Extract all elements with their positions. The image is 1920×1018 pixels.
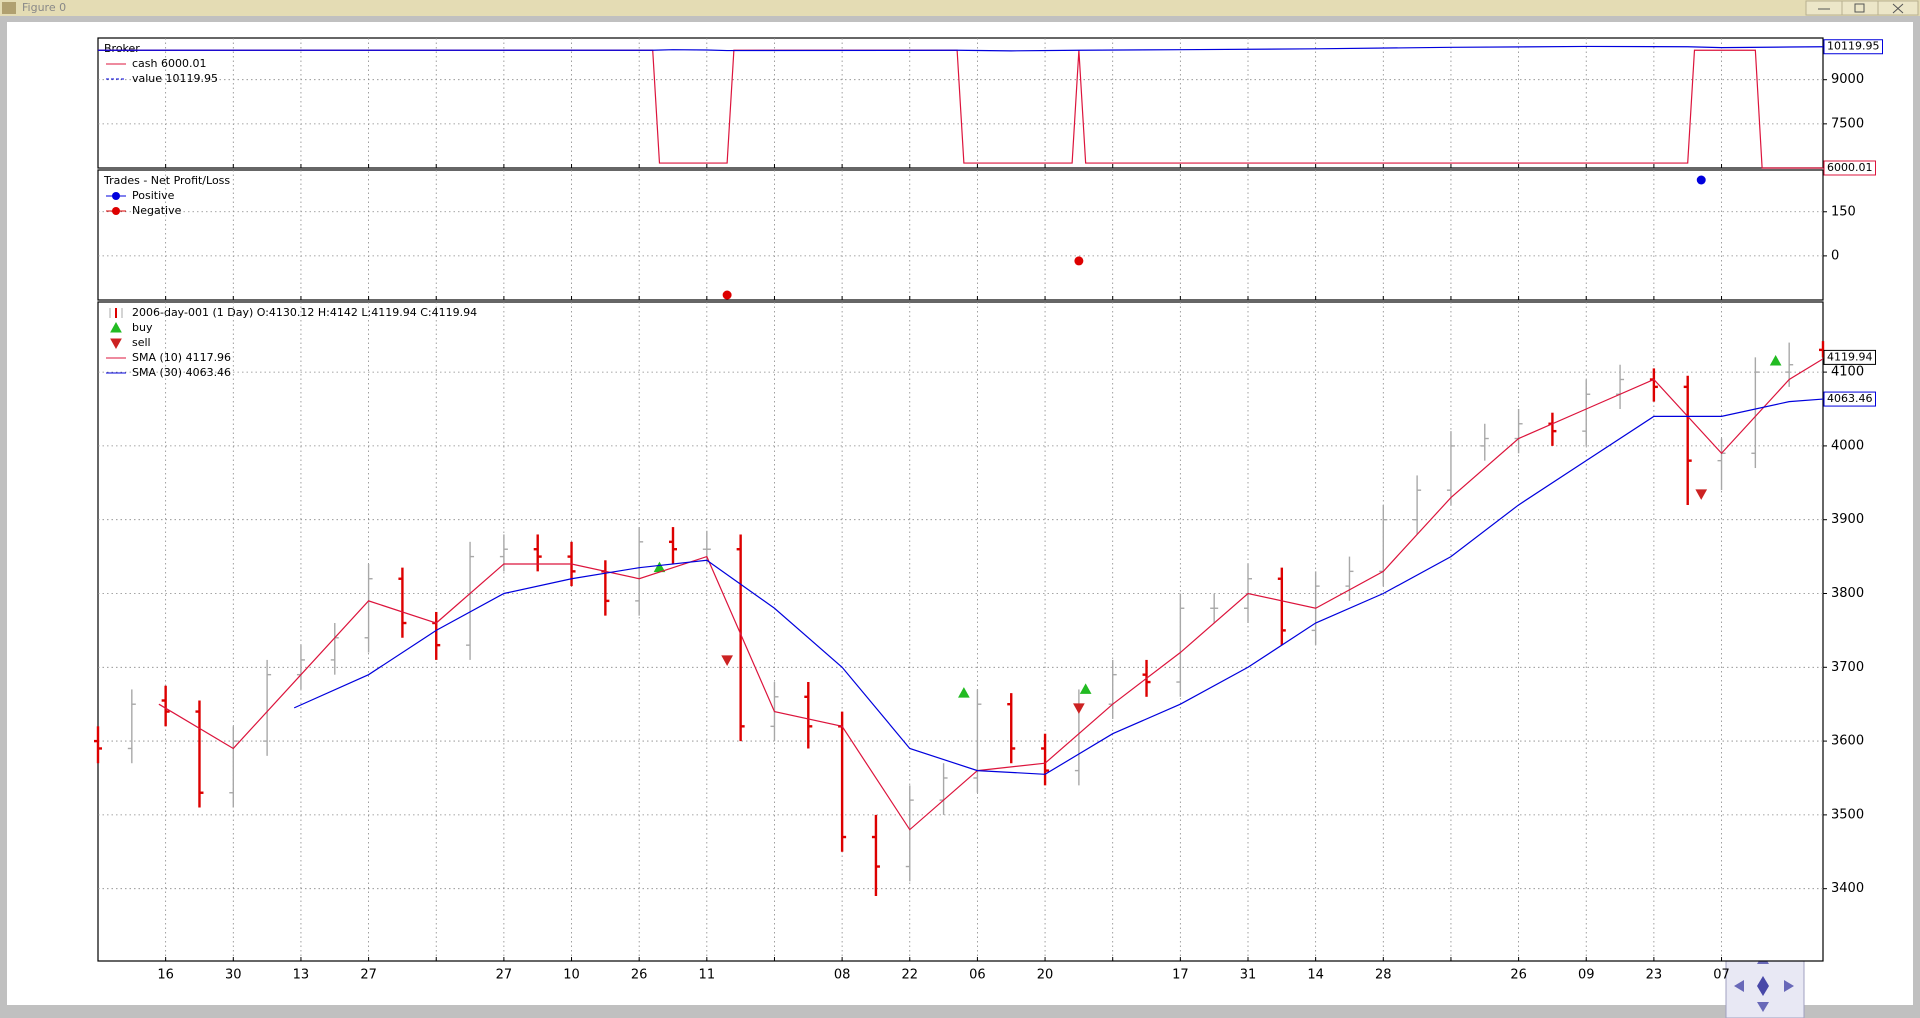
- y-tick-label: 3900: [1831, 512, 1864, 527]
- value-tag: [1823, 39, 1883, 55]
- panel-title: Trades - Net Profit/Loss: [103, 174, 230, 187]
- sell-marker: [721, 655, 733, 666]
- plot-area: [97, 169, 1824, 301]
- broker-line: [98, 45, 1824, 52]
- x-tick-label: 27: [360, 968, 377, 983]
- x-tick-label: 28: [1375, 968, 1392, 983]
- x-tick-label: 11: [699, 968, 716, 983]
- value-tag: [1823, 160, 1876, 176]
- x-tick-label: 14: [1307, 968, 1324, 983]
- minimize-button[interactable]: [1805, 0, 1843, 16]
- trade-point: [722, 290, 732, 300]
- y-tick-label: 150: [1831, 204, 1856, 219]
- legend-label: sell: [132, 336, 151, 349]
- value-tag: [1823, 349, 1876, 365]
- y-tick-label: 4000: [1831, 438, 1864, 453]
- legend-label: cash 6000.01: [132, 57, 206, 70]
- y-tick-label: 0: [1831, 248, 1839, 263]
- y-tick-label: 3700: [1831, 660, 1864, 675]
- y-tick-label: 3600: [1831, 734, 1864, 749]
- legend-label: SMA (10) 4117.96: [132, 351, 231, 364]
- maximize-icon: [1854, 3, 1865, 13]
- y-tick-label: 7500: [1831, 116, 1864, 131]
- pan-down[interactable]: [1757, 1002, 1769, 1012]
- y-tick-label: 3400: [1831, 881, 1864, 896]
- legend-label: buy: [132, 321, 153, 334]
- value-tag-label: 6000.01: [1827, 161, 1873, 174]
- x-tick-label: 07: [1713, 968, 1730, 983]
- trade-point: [1074, 256, 1084, 266]
- y-tick-label: 3800: [1831, 586, 1864, 601]
- broker-line: [98, 49, 1823, 169]
- buy-marker: [1769, 355, 1782, 366]
- legend-label: 2006-day-001 (1 Day) O:4130.12 H:4142 L:…: [132, 306, 477, 319]
- app-icon: [2, 2, 16, 14]
- legend-label: SMA (30) 4063.46: [132, 366, 231, 379]
- sell-marker: [1073, 703, 1085, 714]
- x-tick-label: 06: [969, 968, 986, 983]
- x-tick-label: 10: [563, 968, 580, 983]
- legend-label: Positive: [132, 189, 175, 202]
- sell-marker: [1695, 489, 1708, 500]
- sma-line: [158, 358, 1824, 831]
- value-tag-label: 4063.46: [1827, 392, 1873, 405]
- close-icon: [1892, 3, 1904, 14]
- x-tick-label: 26: [1510, 968, 1527, 983]
- maximize-button[interactable]: [1841, 0, 1879, 16]
- x-tick-label: 31: [1240, 968, 1257, 983]
- y-tick-label: 3500: [1831, 807, 1864, 822]
- window-title: Figure 0: [22, 1, 66, 14]
- pan-left[interactable]: [1734, 980, 1744, 992]
- pan-right[interactable]: [1784, 980, 1794, 992]
- x-tick-label: 26: [631, 968, 648, 983]
- legend-icon: [112, 207, 120, 215]
- x-tick-label: 13: [293, 968, 310, 983]
- value-tag-label: 4119.94: [1827, 350, 1873, 363]
- buy-marker: [1079, 683, 1092, 694]
- buy-marker: [958, 687, 970, 698]
- title-bar: [0, 0, 1920, 16]
- x-tick-label: 17: [1172, 968, 1189, 983]
- sma-line: [293, 398, 1824, 775]
- y-tick-label: 4100: [1831, 365, 1864, 380]
- x-tick-label: 09: [1578, 968, 1595, 983]
- y-tick-label: 9000: [1831, 72, 1864, 87]
- x-tick-label: 08: [834, 968, 851, 983]
- x-tick-label: 30: [225, 968, 242, 983]
- legend-icon: [112, 192, 120, 200]
- x-tick-label: 22: [901, 968, 918, 983]
- window-controls[interactable]: [1805, 0, 1919, 16]
- x-tick-label: 27: [496, 968, 513, 983]
- value-tag: [1823, 391, 1876, 407]
- x-tick-label: 23: [1646, 968, 1663, 983]
- trade-point: [1696, 175, 1706, 185]
- legend-label: value 10119.95: [132, 72, 218, 85]
- sell-marker: [110, 338, 122, 350]
- legend-label: Negative: [132, 204, 182, 217]
- plot-area: [97, 301, 1824, 962]
- buy-marker: [110, 321, 122, 333]
- x-tick-label: 16: [157, 968, 174, 983]
- panel-title: Broker: [104, 42, 140, 55]
- x-tick-label: 20: [1037, 968, 1054, 983]
- pan-home[interactable]: [1757, 976, 1769, 996]
- value-tag-label: 10119.95: [1827, 40, 1880, 53]
